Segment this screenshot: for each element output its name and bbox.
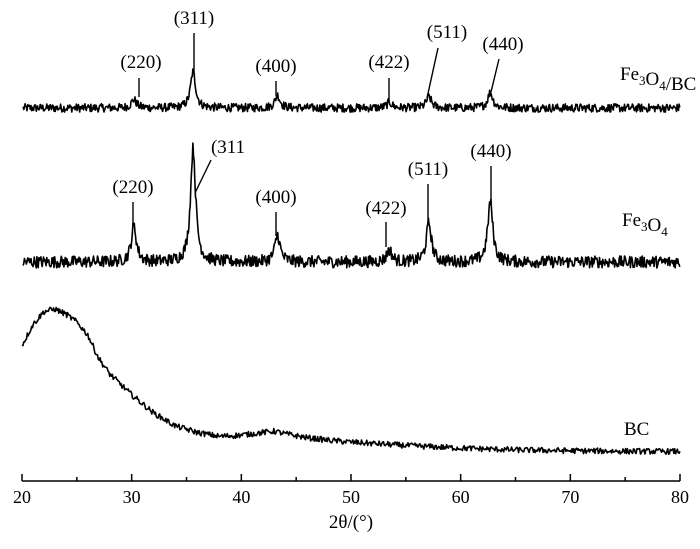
- peak-label: (511): [408, 159, 448, 180]
- series-label: Fe3O4: [622, 210, 668, 239]
- peak-label: (422): [368, 52, 409, 73]
- series-labels: Fe3O4/BC Fe3O4 BC: [620, 64, 696, 440]
- x-tick-label: 70: [561, 487, 579, 507]
- x-tick-label: 40: [232, 487, 250, 507]
- x-tick-label: 20: [13, 487, 31, 507]
- x-tick-label: 80: [671, 487, 689, 507]
- annotation-leader: [490, 58, 500, 93]
- x-axis-label: 2θ/(°): [329, 512, 373, 533]
- peak-label: (220): [120, 52, 161, 73]
- peak-label: (400): [255, 56, 296, 77]
- peak-label: (220): [112, 177, 153, 198]
- peak-label: (422): [365, 198, 406, 219]
- peak-label: (440): [482, 34, 523, 55]
- x-tick-label: 50: [342, 487, 360, 507]
- peak-label: (311): [174, 8, 214, 29]
- series-layer: [21, 68, 681, 455]
- series-line-bc: [21, 306, 681, 455]
- series-line-fe3o4: [22, 142, 681, 269]
- plot-area: 20 30 40 50 60 70 80 (220)(311)(400) (422)(511)…: [13, 8, 696, 507]
- peak-label: (400): [255, 187, 296, 208]
- annotation-leader: [194, 159, 212, 194]
- series-line-fe3o4-bc: [22, 68, 681, 113]
- series-label: Fe3O4/BC: [620, 64, 696, 95]
- x-tick-label: 30: [123, 487, 141, 507]
- x-tick-label: 60: [452, 487, 470, 507]
- peak-label: (440): [470, 141, 511, 162]
- peak-label: (511): [427, 22, 467, 43]
- peak-label: (311: [211, 137, 245, 158]
- peak-annotations: (220)(311)(400) (422)(511)(440)(220)(311(…: [112, 8, 524, 247]
- x-axis-ticks: 20 30 40 50 60 70 80: [13, 474, 689, 507]
- annotation-leader: [426, 47, 439, 99]
- series-label: BC: [624, 419, 649, 440]
